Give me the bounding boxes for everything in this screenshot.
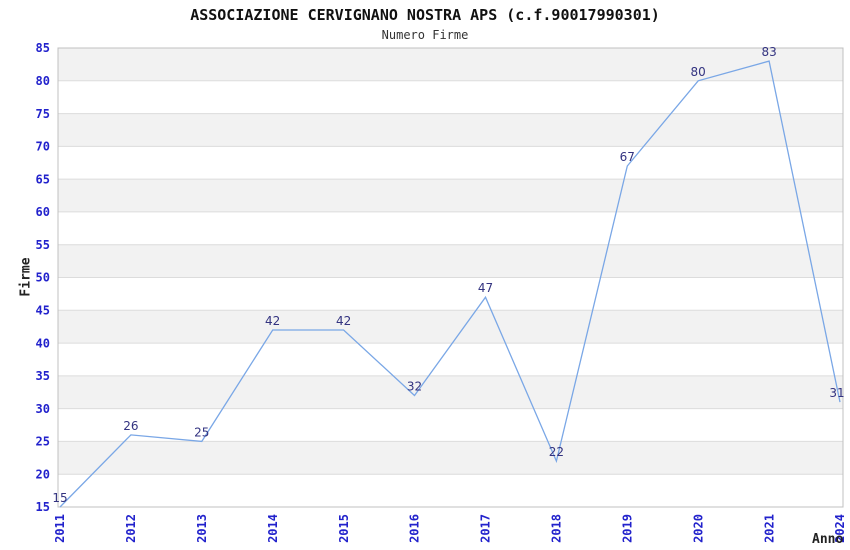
x-tick-label: 2014 <box>266 514 280 543</box>
y-tick-label: 65 <box>36 172 50 186</box>
x-tick-label: 2012 <box>124 514 138 543</box>
y-tick-label: 35 <box>36 369 50 383</box>
plot-band <box>58 441 843 475</box>
chart-title: ASSOCIAZIONE CERVIGNANO NOSTRA APS (c.f.… <box>190 6 660 24</box>
line-series-firme <box>59 60 841 508</box>
data-point-label: 26 <box>123 419 138 433</box>
data-point-label: 31 <box>829 386 844 400</box>
plot-band <box>58 375 843 409</box>
chart-subtitle: Numero Firme <box>381 28 469 42</box>
y-tick-label: 75 <box>36 107 50 121</box>
y-tick-label: 45 <box>36 303 50 317</box>
plot-band <box>58 244 843 278</box>
data-point-label: 15 <box>52 491 67 505</box>
plot-band <box>58 113 843 147</box>
data-point-label: 42 <box>336 314 351 328</box>
x-tick-label: 2018 <box>550 514 564 543</box>
data-point-label: 32 <box>407 380 422 394</box>
plot-border <box>57 47 844 508</box>
x-tick-label: 2017 <box>479 514 493 543</box>
y-axis-title: Firme <box>18 257 34 297</box>
x-tick-label: 2015 <box>337 514 351 543</box>
y-tick-label: 60 <box>36 205 50 219</box>
x-tick-label: 2020 <box>691 514 705 543</box>
x-tick-label: 2013 <box>195 514 209 543</box>
x-axis-title: Anno <box>812 532 844 547</box>
y-tick-label: 80 <box>36 74 50 88</box>
plot-band <box>58 48 843 81</box>
y-tick-label: 50 <box>36 271 50 285</box>
x-tick-label: 2024 <box>833 514 847 543</box>
data-point-label: 47 <box>478 281 493 295</box>
plot-band <box>58 179 843 212</box>
plot-band <box>58 310 843 344</box>
y-tick-label: 55 <box>36 238 50 252</box>
data-point-label: 25 <box>194 425 209 439</box>
y-tick-label: 20 <box>36 467 50 481</box>
x-tick-label: 2021 <box>762 514 776 543</box>
data-point-label: 67 <box>620 150 635 164</box>
y-tick-label: 25 <box>36 435 50 449</box>
y-tick-label: 15 <box>36 500 50 514</box>
x-tick-label: 2016 <box>408 514 422 543</box>
y-tick-label: 40 <box>36 336 50 350</box>
x-tick-label: 2019 <box>620 514 634 543</box>
data-point-label: 80 <box>691 65 706 79</box>
data-point-label: 42 <box>265 314 280 328</box>
data-point-label: 83 <box>761 45 776 59</box>
y-tick-label: 30 <box>36 402 50 416</box>
data-point-label: 22 <box>549 445 564 459</box>
y-tick-label: 85 <box>36 41 50 55</box>
y-tick-label: 70 <box>36 140 50 154</box>
x-tick-label: 2011 <box>53 514 67 543</box>
